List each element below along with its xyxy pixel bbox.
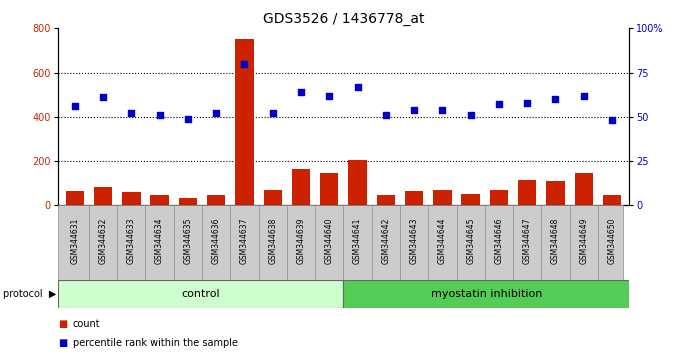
Point [380, 112, 391, 118]
Point [154, 112, 165, 118]
Text: ■: ■ [58, 319, 67, 329]
Text: GSM344645: GSM344645 [466, 218, 475, 264]
Text: GSM344637: GSM344637 [240, 218, 249, 264]
Text: GSM344647: GSM344647 [523, 218, 532, 264]
Text: GSM344639: GSM344639 [296, 218, 305, 264]
Text: GSM344640: GSM344640 [325, 218, 334, 264]
Text: count: count [73, 319, 101, 329]
Bar [235, 39, 254, 205]
Text: GSM344649: GSM344649 [579, 218, 588, 264]
Bar [405, 191, 423, 205]
Bar [490, 190, 508, 205]
Bar [433, 190, 452, 205]
Title: GDS3526 / 1436778_at: GDS3526 / 1436778_at [262, 12, 424, 26]
Bar [264, 190, 282, 205]
Point [69, 103, 80, 109]
Point [98, 95, 109, 100]
Point [607, 118, 617, 123]
Point [324, 93, 335, 98]
Text: GSM344642: GSM344642 [381, 218, 390, 264]
Point [494, 102, 505, 107]
Text: GSM344650: GSM344650 [607, 218, 617, 264]
Bar [377, 195, 395, 205]
Text: percentile rank within the sample: percentile rank within the sample [73, 338, 238, 348]
Text: GSM344632: GSM344632 [99, 218, 107, 264]
Point [239, 61, 250, 67]
Text: control: control [182, 289, 220, 299]
Point [211, 110, 222, 116]
Point [296, 89, 307, 95]
Point [550, 96, 561, 102]
Text: GSM344635: GSM344635 [184, 218, 192, 264]
Point [578, 93, 589, 98]
Bar [575, 172, 593, 205]
Text: GSM344638: GSM344638 [268, 218, 277, 264]
Bar [179, 198, 197, 205]
Bar [292, 169, 310, 205]
Point [352, 84, 363, 90]
Bar [207, 195, 225, 205]
Bar [65, 191, 84, 205]
Point [267, 110, 278, 116]
Text: GSM344634: GSM344634 [155, 218, 164, 264]
Bar [58, 280, 343, 308]
Point [465, 112, 476, 118]
Bar [603, 195, 622, 205]
Text: protocol  ▶: protocol ▶ [3, 289, 56, 299]
Point [409, 107, 420, 113]
Text: GSM344636: GSM344636 [211, 218, 220, 264]
Text: GSM344641: GSM344641 [353, 218, 362, 264]
Text: GSM344643: GSM344643 [409, 218, 419, 264]
Bar [94, 187, 112, 205]
Bar [518, 180, 537, 205]
Point [437, 107, 448, 113]
Point [522, 100, 532, 105]
Bar [150, 195, 169, 205]
Text: myostatin inhibition: myostatin inhibition [430, 289, 542, 299]
Bar [348, 160, 367, 205]
Text: GSM344633: GSM344633 [127, 218, 136, 264]
Point [126, 110, 137, 116]
Bar [343, 280, 629, 308]
Bar [320, 172, 339, 205]
Text: GSM344644: GSM344644 [438, 218, 447, 264]
Text: GSM344646: GSM344646 [494, 218, 503, 264]
Bar [122, 192, 141, 205]
Bar [546, 181, 564, 205]
Point [182, 116, 193, 121]
Bar [462, 194, 480, 205]
Text: GSM344631: GSM344631 [70, 218, 80, 264]
Text: ■: ■ [58, 338, 67, 348]
Text: GSM344648: GSM344648 [551, 218, 560, 264]
